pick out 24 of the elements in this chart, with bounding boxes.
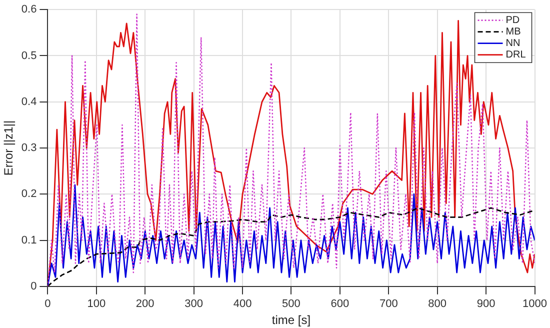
x-tick-label: 600 — [330, 298, 350, 310]
y-tick-label: 0.5 — [21, 50, 37, 62]
x-tick-label: 800 — [428, 298, 447, 310]
y-tick-label: 0.1 — [21, 234, 37, 246]
y-tick-label: 0.3 — [21, 142, 37, 154]
legend-label: NN — [506, 38, 520, 50]
x-tick-label: 0 — [44, 298, 51, 310]
x-tick-label: 1000 — [522, 298, 548, 310]
x-tick-label: 100 — [87, 298, 106, 310]
y-tick-label: 0.4 — [21, 96, 37, 108]
legend-label: DRL — [506, 50, 526, 61]
x-axis-title: time [s] — [272, 313, 311, 328]
x-tick-label: 200 — [136, 298, 154, 310]
x-tick-label: 300 — [184, 298, 203, 310]
y-tick-label: 0.6 — [21, 4, 37, 16]
legend-label: MB — [506, 26, 522, 38]
x-tick-label: 500 — [282, 298, 300, 310]
x-tick-label: 400 — [233, 298, 252, 310]
y-axis-title: Error ||z1|| — [2, 120, 16, 176]
legend-label: PD — [506, 15, 520, 26]
x-tick-label: 700 — [379, 298, 398, 310]
y-tick-label: 0 — [30, 280, 37, 292]
x-tick-label: 900 — [476, 298, 496, 310]
y-tick-label: 0.2 — [21, 188, 37, 200]
